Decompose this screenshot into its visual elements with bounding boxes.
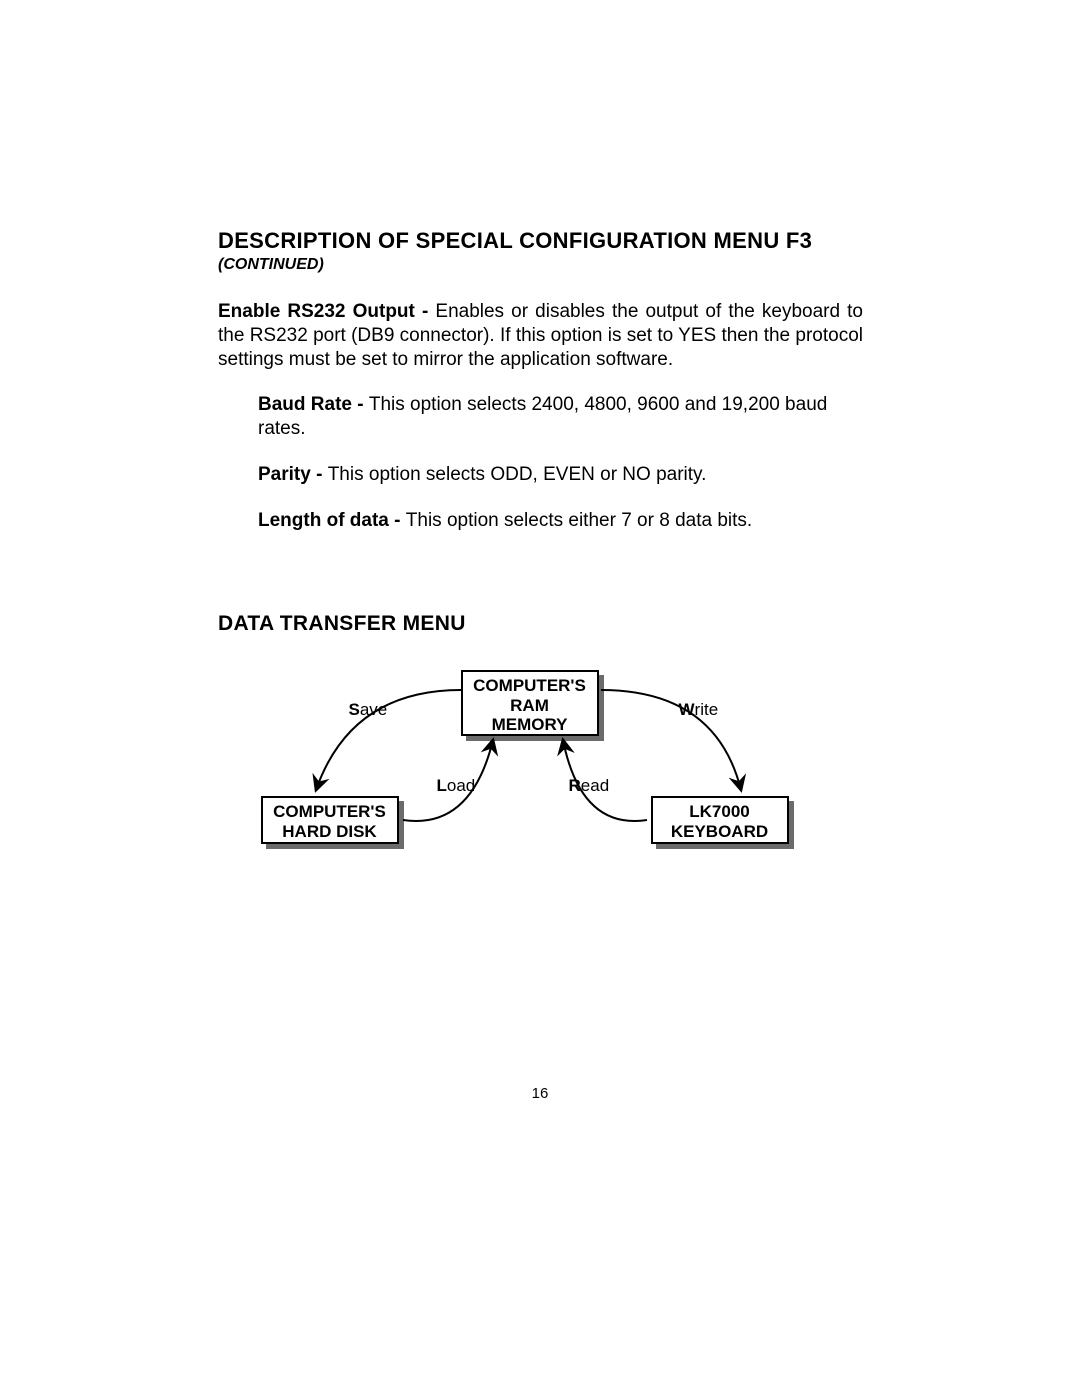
rs232-bold: Enable RS232 Output - [218, 301, 435, 322]
option-parity: Parity - This option selects ODD, EVEN o… [218, 463, 863, 487]
label-save: Save [349, 700, 388, 720]
len-bold: Length of data - [258, 510, 406, 531]
option-length: Length of data - This option selects eit… [218, 509, 863, 533]
sub-heading: DATA TRANSFER MENU [218, 612, 863, 636]
label-read: Read [569, 776, 610, 796]
paragraph-rs232: Enable RS232 Output - Enables or disable… [218, 300, 863, 371]
label-write: Write [679, 700, 719, 720]
parity-bold: Parity - [258, 464, 328, 485]
page-number: 16 [0, 1085, 1080, 1102]
node-kbd-l2: KEYBOARD [661, 822, 779, 842]
node-ram-l3: MEMORY [471, 715, 589, 735]
node-kbd-l1: LK7000 [661, 802, 779, 822]
page-content: DESCRIPTION OF SPECIAL CONFIGURATION MEN… [218, 228, 863, 890]
data-transfer-diagram: COMPUTER'S RAM MEMORY COMPUTER'S HARD DI… [261, 670, 821, 890]
baud-bold: Baud Rate - [258, 394, 369, 415]
node-ram: COMPUTER'S RAM MEMORY [461, 670, 599, 736]
node-ram-l2: RAM [471, 696, 589, 716]
label-load: Load [437, 776, 476, 796]
main-heading: DESCRIPTION OF SPECIAL CONFIGURATION MEN… [218, 228, 863, 254]
node-ram-l1: COMPUTER'S [471, 676, 589, 696]
node-disk-l2: HARD DISK [271, 822, 389, 842]
len-rest: This option selects either 7 or 8 data b… [406, 510, 752, 531]
indented-options: Baud Rate - This option selects 2400, 48… [218, 393, 863, 532]
parity-rest: This option selects ODD, EVEN or NO pari… [328, 464, 707, 485]
node-kbd: LK7000 KEYBOARD [651, 796, 789, 844]
continued-label: (CONTINUED) [218, 256, 863, 274]
option-baud: Baud Rate - This option selects 2400, 48… [218, 393, 863, 441]
node-disk: COMPUTER'S HARD DISK [261, 796, 399, 844]
node-disk-l1: COMPUTER'S [271, 802, 389, 822]
